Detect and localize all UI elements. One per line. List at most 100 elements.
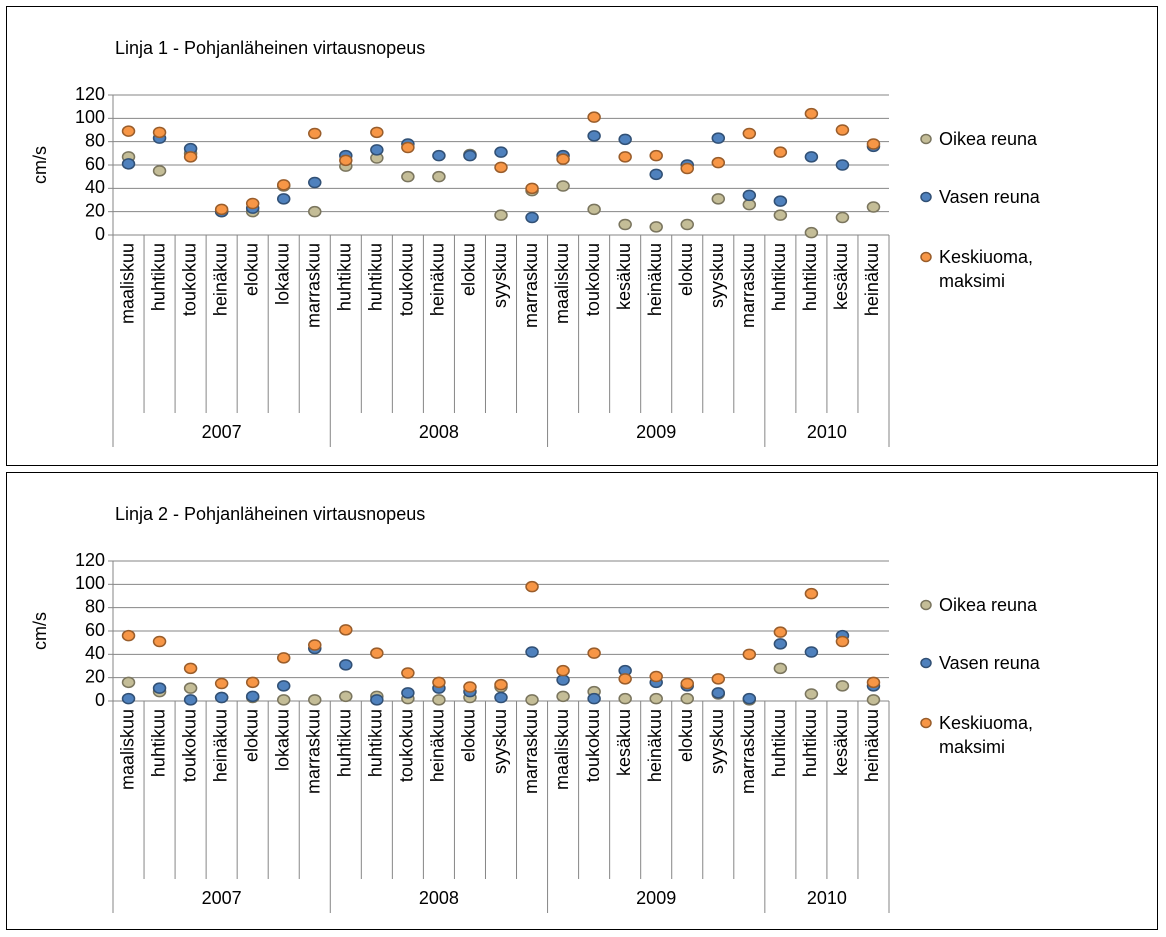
legend-label: Oikea reuna (939, 595, 1038, 615)
point (276, 680, 291, 692)
point (711, 687, 726, 699)
legend-label: Keskiuoma, maksimi (939, 713, 1034, 757)
point (680, 218, 694, 231)
point (121, 158, 136, 170)
point (121, 629, 136, 642)
x-tick-label: toukokuu (583, 243, 603, 316)
point (276, 193, 291, 205)
x-tick-label: heinäkuu (862, 709, 882, 782)
x-tick-label: lokakuu (272, 243, 292, 305)
point (649, 692, 663, 705)
point (773, 195, 788, 207)
chart-panel: Linja 2 - Pohjanläheinen virtausnopeus cm… (6, 472, 1158, 930)
point (773, 209, 788, 221)
group-label: 2007 (202, 888, 242, 908)
x-tick-label: maaliskuu (552, 709, 572, 790)
point (401, 141, 415, 154)
x-tick-label: syyskuu (490, 709, 510, 774)
point (432, 676, 446, 689)
group-label: 2009 (636, 888, 676, 908)
point (183, 682, 198, 694)
point (556, 690, 570, 703)
point (649, 168, 663, 181)
point (866, 676, 881, 689)
point (587, 692, 601, 705)
x-tick-label: toukokuu (583, 709, 603, 782)
point (339, 624, 353, 636)
point (494, 691, 508, 704)
group-label: 2010 (807, 888, 847, 908)
y-tick-label: 0 (95, 690, 105, 710)
point (121, 676, 136, 689)
point (587, 203, 601, 216)
point (308, 176, 322, 189)
point (773, 626, 788, 638)
legend-marker (920, 717, 932, 729)
x-tick-label: elokuu (241, 243, 261, 296)
y-tick-label: 40 (85, 643, 105, 663)
y-tick-label: 40 (85, 177, 105, 197)
legend-label: Oikea reuna (939, 129, 1038, 149)
point (432, 694, 446, 706)
x-tick-label: elokuu (459, 709, 479, 762)
legend-marker (920, 191, 932, 203)
x-tick-label: kesäkuu (614, 243, 634, 310)
point (525, 646, 539, 658)
group-label: 2009 (636, 422, 676, 442)
point (276, 694, 291, 706)
point (742, 692, 757, 705)
x-tick-label: maaliskuu (117, 709, 137, 790)
point (556, 153, 570, 165)
point (711, 156, 726, 169)
point (245, 197, 260, 210)
legend-item: Oikea reuna (919, 127, 1089, 151)
legend-marker-shape (920, 599, 932, 611)
group-label: 2007 (202, 422, 242, 442)
point (649, 221, 663, 233)
point (463, 149, 477, 162)
legend-item: Keskiuoma, maksimi (919, 711, 1089, 759)
x-tick-label: kesäkuu (831, 243, 851, 310)
x-tick-label: huhtikuu (769, 243, 789, 311)
legend-label: Vasen reuna (939, 653, 1040, 673)
point (245, 690, 260, 703)
x-tick-label: huhtikuu (148, 709, 168, 777)
point (618, 692, 632, 705)
point (494, 161, 508, 174)
point (494, 146, 508, 158)
point (804, 587, 819, 600)
x-tick-label: toukokuu (397, 243, 417, 316)
point (152, 126, 167, 139)
point (370, 144, 384, 156)
point (835, 211, 850, 224)
point (742, 189, 757, 202)
x-tick-label: huhtikuu (366, 709, 386, 777)
y-tick-label: 60 (85, 620, 105, 640)
point (742, 648, 757, 661)
point (618, 218, 632, 231)
point (587, 111, 601, 123)
x-tick-label: marraskuu (521, 709, 541, 794)
point (866, 201, 881, 213)
point (556, 180, 570, 192)
point (742, 198, 757, 211)
point (276, 652, 291, 664)
x-tick-label: heinäkuu (210, 243, 230, 316)
point (214, 691, 229, 704)
point (245, 676, 260, 689)
x-tick-label: elokuu (676, 709, 696, 762)
x-tick-label: lokakuu (272, 709, 292, 771)
point (804, 151, 819, 163)
point (339, 659, 353, 671)
point (773, 146, 788, 158)
point (556, 674, 570, 686)
x-tick-label: elokuu (676, 243, 696, 296)
x-tick-label: kesäkuu (614, 709, 634, 776)
point (618, 151, 632, 163)
y-tick-label: 120 (75, 550, 105, 570)
x-tick-label: maaliskuu (117, 243, 137, 324)
point (649, 149, 663, 162)
point (276, 179, 291, 191)
point (401, 687, 415, 699)
point (711, 193, 726, 205)
